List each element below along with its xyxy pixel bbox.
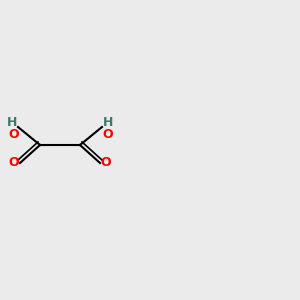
Text: O: O	[101, 157, 111, 169]
Text: O: O	[103, 128, 113, 142]
Text: O: O	[9, 157, 19, 169]
Text: H: H	[103, 116, 113, 130]
Text: H: H	[7, 116, 17, 130]
Text: O: O	[9, 128, 19, 142]
